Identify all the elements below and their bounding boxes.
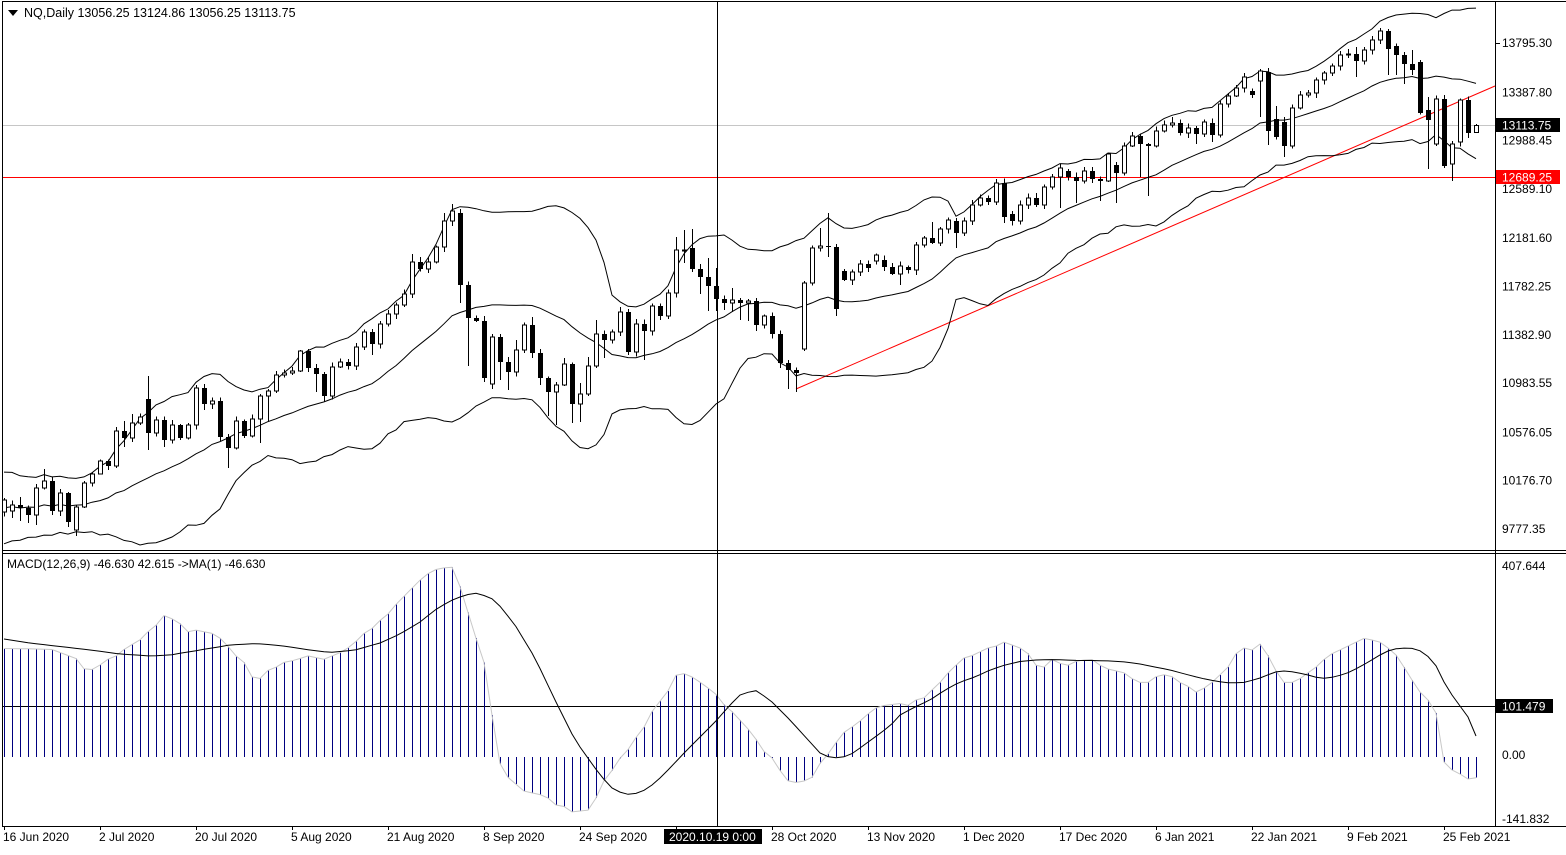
- svg-text:2 Jul 2020: 2 Jul 2020: [99, 830, 155, 844]
- svg-text:NQ,Daily 13056.25 13124.86 13: NQ,Daily 13056.25 13124.86 13056.25 1311…: [24, 6, 296, 20]
- svg-text:10576.05: 10576.05: [1502, 425, 1552, 439]
- svg-text:6 Jan 2021: 6 Jan 2021: [1155, 830, 1215, 844]
- svg-text:12689.25: 12689.25: [1502, 171, 1552, 185]
- svg-text:101.479: 101.479: [1502, 700, 1546, 714]
- svg-text:-141.832: -141.832: [1502, 812, 1550, 826]
- svg-text:5 Aug 2020: 5 Aug 2020: [291, 830, 352, 844]
- svg-text:10983.55: 10983.55: [1502, 376, 1552, 390]
- svg-text:12589.10: 12589.10: [1502, 182, 1552, 196]
- svg-text:13 Nov 2020: 13 Nov 2020: [867, 830, 935, 844]
- svg-text:22 Jan 2021: 22 Jan 2021: [1251, 830, 1317, 844]
- svg-text:16 Jun 2020: 16 Jun 2020: [3, 830, 69, 844]
- svg-text:12988.45: 12988.45: [1502, 134, 1552, 148]
- svg-text:MACD(12,26,9) -46.630 42.615: MACD(12,26,9) -46.630 42.615 ->MA(1) -46…: [7, 557, 266, 571]
- svg-text:28 Oct 2020: 28 Oct 2020: [771, 830, 837, 844]
- svg-text:0.00: 0.00: [1502, 748, 1526, 762]
- svg-text:21 Aug 2020: 21 Aug 2020: [387, 830, 455, 844]
- svg-text:17 Dec 2020: 17 Dec 2020: [1059, 830, 1127, 844]
- svg-text:2020.10.19 0:00: 2020.10.19 0:00: [669, 830, 756, 844]
- svg-text:13113.75: 13113.75: [1502, 119, 1551, 133]
- svg-text:9 Feb 2021: 9 Feb 2021: [1347, 830, 1408, 844]
- svg-text:24 Sep 2020: 24 Sep 2020: [579, 830, 647, 844]
- svg-text:9777.35: 9777.35: [1502, 522, 1546, 536]
- svg-text:10176.70: 10176.70: [1502, 474, 1552, 488]
- svg-text:1 Dec 2020: 1 Dec 2020: [963, 830, 1025, 844]
- svg-text:407.644: 407.644: [1502, 559, 1546, 573]
- svg-text:13387.80: 13387.80: [1502, 85, 1552, 99]
- svg-text:8 Sep 2020: 8 Sep 2020: [483, 830, 545, 844]
- svg-text:25 Feb 2021: 25 Feb 2021: [1443, 830, 1511, 844]
- svg-text:11382.90: 11382.90: [1502, 328, 1551, 342]
- svg-text:12181.60: 12181.60: [1502, 231, 1552, 245]
- svg-text:20 Jul 2020: 20 Jul 2020: [195, 830, 257, 844]
- svg-text:13795.30: 13795.30: [1502, 36, 1552, 50]
- svg-text:11782.25: 11782.25: [1502, 280, 1551, 294]
